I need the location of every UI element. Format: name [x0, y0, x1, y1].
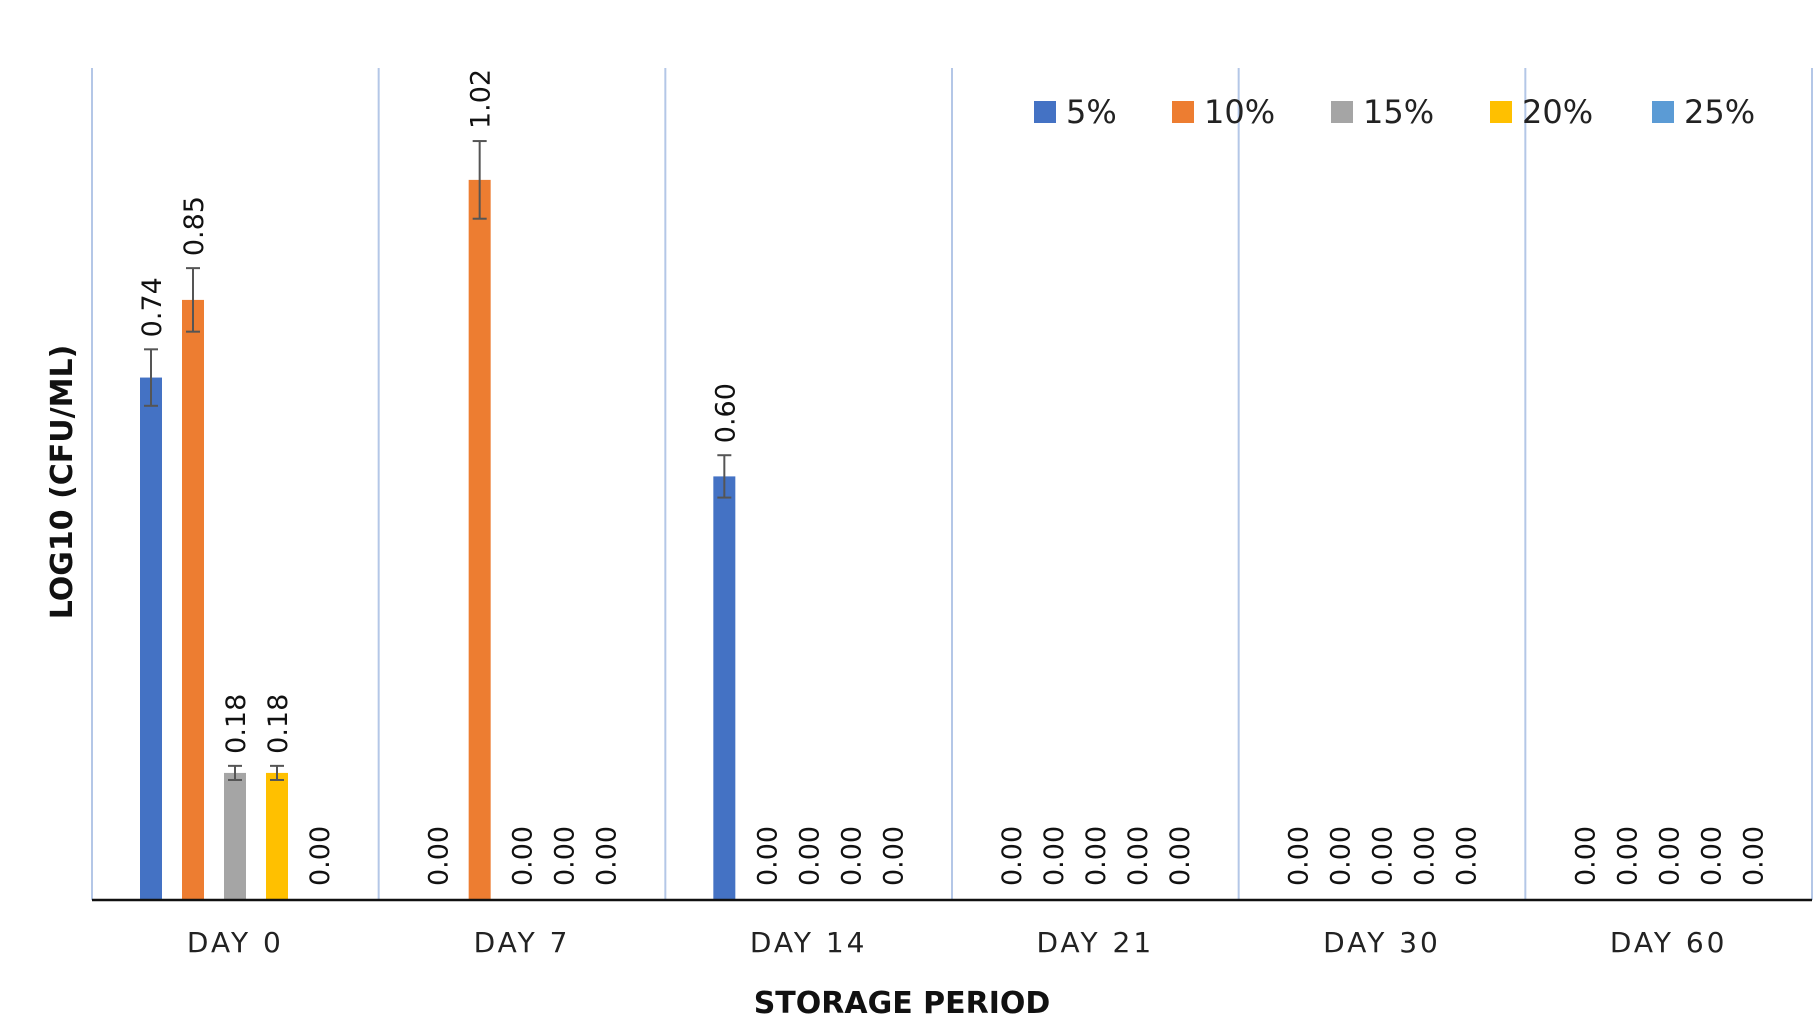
data-label: 0.00 [305, 826, 336, 886]
data-label: 0.00 [1081, 826, 1112, 886]
data-label: 0.00 [836, 826, 867, 886]
data-label: 0.00 [424, 826, 455, 886]
data-label: 0.00 [1284, 826, 1315, 886]
data-label: 0.18 [263, 694, 294, 754]
data-label: 0.00 [1452, 826, 1483, 886]
data-label: 0.18 [221, 694, 252, 754]
data-label: 0.00 [1570, 826, 1601, 886]
legend-swatch [1034, 101, 1056, 123]
x-tick-label: DAY 14 [750, 926, 868, 959]
legend-swatch [1331, 101, 1353, 123]
legend-item: 25% [1652, 93, 1755, 131]
x-axis-title: STORAGE PERIOD [754, 986, 1051, 1021]
data-label: 0.74 [137, 277, 168, 337]
error-bar [717, 454, 732, 499]
data-label: 0.00 [1654, 826, 1685, 886]
data-label: 0.00 [1368, 826, 1399, 886]
data-label: 0.00 [1612, 826, 1643, 886]
data-label: 0.00 [1696, 826, 1727, 886]
x-tick-label: DAY 7 [474, 926, 571, 959]
y-axis-title: LOG10 (CFU/ML) [45, 345, 80, 620]
data-label: 0.00 [508, 826, 539, 886]
legend-label: 25% [1684, 93, 1755, 131]
data-label: 0.00 [1738, 826, 1769, 886]
legend-swatch [1172, 101, 1194, 123]
bar [140, 377, 162, 900]
data-label: 0.00 [997, 826, 1028, 886]
data-label: 0.60 [710, 383, 741, 443]
bar [266, 772, 288, 900]
legend-label: 10% [1204, 93, 1275, 131]
error-bars-group [144, 140, 732, 781]
bars-group [140, 179, 736, 900]
data-labels-group: 0.74 0.85 0.18 0.18 0.00 0.00 1.02 0.00 0.00 0.00… [137, 69, 1769, 886]
legend-swatch [1490, 101, 1512, 123]
data-label: 0.00 [592, 826, 623, 886]
error-bar [270, 764, 284, 781]
x-tick-label: DAY 30 [1323, 926, 1441, 959]
legend-label: 15% [1363, 93, 1434, 131]
bar [224, 772, 246, 900]
data-label: 0.85 [179, 196, 210, 256]
error-bar [472, 140, 487, 220]
legend-item: 5% [1034, 93, 1117, 131]
legend: 5% 10% 15% 20% 25% [1034, 93, 1755, 131]
bar [713, 476, 736, 900]
data-label: 0.00 [1326, 826, 1357, 886]
category-separators [91, 68, 1813, 900]
data-label: 0.00 [1165, 826, 1196, 886]
data-label: 0.00 [1410, 826, 1441, 886]
data-label: 0.00 [1123, 826, 1154, 886]
legend-item: 20% [1490, 93, 1593, 131]
data-label: 0.00 [752, 826, 783, 886]
data-label: 0.00 [794, 826, 825, 886]
x-tick-label: DAY 60 [1610, 926, 1728, 959]
x-tick-label: DAY 0 [187, 926, 284, 959]
data-label: 1.02 [466, 69, 497, 129]
data-label: 0.00 [1039, 826, 1070, 886]
legend-item: 15% [1331, 93, 1434, 131]
legend-item: 10% [1172, 93, 1275, 131]
error-bar [144, 348, 158, 407]
legend-label: 5% [1066, 93, 1117, 131]
data-label: 0.00 [550, 826, 581, 886]
x-tick-labels: DAY 0 DAY 7 DAY 14 DAY 21 DAY 30 DAY 60 [187, 926, 1728, 959]
x-tick-label: DAY 21 [1036, 926, 1154, 959]
legend-label: 20% [1522, 93, 1593, 131]
error-bar [228, 764, 242, 781]
data-label: 0.00 [878, 826, 909, 886]
bar [468, 179, 491, 900]
legend-swatch [1652, 101, 1674, 123]
bar [182, 299, 204, 900]
error-bar [186, 267, 200, 333]
